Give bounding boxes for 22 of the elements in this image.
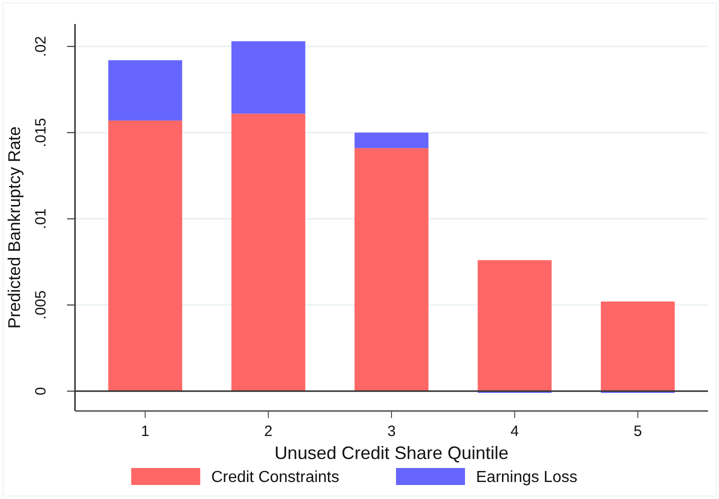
x-tick-label: 1: [141, 423, 150, 440]
y-tick-label: .005: [32, 290, 50, 320]
legend-label: Credit Constraints: [211, 469, 340, 486]
y-tick-label: 0: [32, 387, 50, 396]
bar: [478, 260, 552, 392]
y-axis-title: Predicted Bankruptcy Rate: [5, 126, 24, 329]
x-axis-title: Unused Credit Share Quintile: [274, 443, 509, 463]
bar: [231, 41, 306, 114]
bar: [108, 120, 182, 392]
y-tick-label: .02: [32, 36, 50, 57]
bar: [354, 132, 428, 148]
y-tick-label: .015: [32, 118, 50, 148]
bar: [231, 114, 306, 392]
x-tick-label: 5: [634, 423, 642, 440]
bar: [354, 148, 428, 392]
legend-label: Earnings Loss: [476, 469, 578, 486]
x-tick-label: 2: [264, 423, 273, 440]
bar: [108, 60, 182, 121]
y-tick-label: .01: [32, 208, 50, 230]
bar: [600, 302, 675, 392]
x-tick-label: 3: [387, 423, 396, 440]
x-tick-label: 4: [510, 423, 519, 440]
